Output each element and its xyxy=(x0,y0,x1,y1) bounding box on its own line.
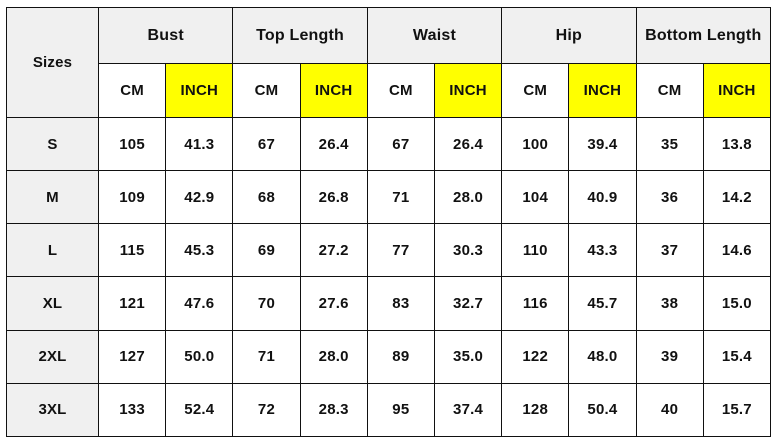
header-group-top-length: Top Length xyxy=(232,7,368,64)
cell-bust-cm: 133 xyxy=(97,382,167,438)
header-group-waist: Waist xyxy=(366,7,503,64)
header-unit-top-length-inch: INCH xyxy=(299,63,368,118)
cell-hip-cm: 110 xyxy=(501,223,570,278)
cell-waist-cm: 71 xyxy=(366,170,435,225)
cell-hip-cm: 100 xyxy=(501,116,570,172)
table-row: 3XL 133 52.4 72 28.3 95 37.4 128 50.4 40 15.7 xyxy=(6,382,772,438)
cell-top-length-inch: 27.2 xyxy=(299,223,368,278)
header-row-groups: Sizes Bust Top Length Waist Hip Bottom L… xyxy=(6,7,771,118)
cell-bust-cm: 109 xyxy=(97,170,167,225)
size-label-3xl: 3XL xyxy=(6,382,99,438)
cell-bottom-length-inch: 15.0 xyxy=(702,276,772,331)
header-unit-bottom-length-cm: CM xyxy=(635,63,704,118)
table-row: XL 121 47.6 70 27.6 83 32.7 116 45.7 38 15.0 xyxy=(6,276,772,331)
header-group-bust: Bust xyxy=(97,7,234,64)
header-sizes: Sizes xyxy=(6,7,99,118)
cell-bust-cm: 127 xyxy=(97,329,167,384)
size-label-l: L xyxy=(6,223,99,278)
cell-hip-cm: 122 xyxy=(501,329,570,384)
cell-hip-inch: 48.0 xyxy=(568,329,637,384)
cell-hip-cm: 104 xyxy=(501,170,570,225)
cell-bust-inch: 50.0 xyxy=(165,329,234,384)
cell-top-length-inch: 27.6 xyxy=(299,276,368,331)
cell-waist-inch: 30.3 xyxy=(433,223,503,278)
cell-waist-inch: 28.0 xyxy=(433,170,503,225)
header-unit-bust-cm: CM xyxy=(97,63,167,118)
header-unit-hip-cm: CM xyxy=(501,63,570,118)
header-unit-waist-cm: CM xyxy=(366,63,435,118)
cell-top-length-cm: 67 xyxy=(232,116,301,172)
cell-bottom-length-cm: 40 xyxy=(635,382,704,438)
cell-top-length-cm: 69 xyxy=(232,223,301,278)
table-row: L 115 45.3 69 27.2 77 30.3 110 43.3 37 14.6 xyxy=(6,223,772,278)
cell-hip-inch: 39.4 xyxy=(568,116,637,172)
cell-hip-inch: 50.4 xyxy=(568,382,637,438)
size-chart-container: Sizes Bust Top Length Waist Hip Bottom L… xyxy=(6,7,772,438)
table-body: S 105 41.3 67 26.4 67 26.4 100 39.4 35 13.8 M 109 42.… xyxy=(6,116,772,438)
header-unit-top-length-cm: CM xyxy=(232,63,301,118)
cell-bust-cm: 105 xyxy=(97,116,167,172)
cell-bust-inch: 41.3 xyxy=(165,116,234,172)
table-row: M 109 42.9 68 26.8 71 28.0 104 40.9 36 14.2 xyxy=(6,170,772,225)
cell-bust-inch: 42.9 xyxy=(165,170,234,225)
cell-bust-cm: 121 xyxy=(97,276,167,331)
cell-waist-inch: 26.4 xyxy=(433,116,503,172)
cell-bottom-length-inch: 15.4 xyxy=(702,329,772,384)
cell-hip-inch: 45.7 xyxy=(568,276,637,331)
size-label-2xl: 2XL xyxy=(6,329,99,384)
cell-hip-cm: 128 xyxy=(501,382,570,438)
cell-bust-inch: 45.3 xyxy=(165,223,234,278)
header-group-hip: Hip xyxy=(501,7,637,64)
cell-waist-cm: 83 xyxy=(366,276,435,331)
cell-waist-cm: 95 xyxy=(366,382,435,438)
size-chart-table: Sizes Bust Top Length Waist Hip Bottom L… xyxy=(6,7,772,438)
cell-waist-inch: 35.0 xyxy=(433,329,503,384)
cell-top-length-cm: 70 xyxy=(232,276,301,331)
size-label-m: M xyxy=(6,170,99,225)
size-label-s: S xyxy=(6,116,99,172)
cell-waist-cm: 89 xyxy=(366,329,435,384)
header-unit-waist-inch: INCH xyxy=(433,63,503,118)
header-unit-hip-inch: INCH xyxy=(568,63,637,118)
cell-waist-inch: 37.4 xyxy=(433,382,503,438)
cell-bottom-length-cm: 38 xyxy=(635,276,704,331)
header-group-bottom-length: Bottom Length xyxy=(635,7,771,64)
cell-bottom-length-inch: 14.6 xyxy=(702,223,772,278)
cell-hip-inch: 43.3 xyxy=(568,223,637,278)
cell-bottom-length-cm: 35 xyxy=(635,116,704,172)
table-header: Sizes Bust Top Length Waist Hip Bottom L… xyxy=(6,7,772,118)
table-row: 2XL 127 50.0 71 28.0 89 35.0 122 48.0 39 15.4 xyxy=(6,329,772,384)
header-unit-bust-inch: INCH xyxy=(165,63,234,118)
cell-top-length-inch: 26.8 xyxy=(299,170,368,225)
cell-bottom-length-cm: 39 xyxy=(635,329,704,384)
header-unit-bottom-length-inch: INCH xyxy=(702,63,772,118)
cell-hip-cm: 116 xyxy=(501,276,570,331)
cell-waist-inch: 32.7 xyxy=(433,276,503,331)
cell-waist-cm: 67 xyxy=(366,116,435,172)
cell-top-length-cm: 71 xyxy=(232,329,301,384)
cell-top-length-inch: 28.3 xyxy=(299,382,368,438)
table-row: S 105 41.3 67 26.4 67 26.4 100 39.4 35 13.8 xyxy=(6,116,772,172)
cell-bust-cm: 115 xyxy=(97,223,167,278)
cell-top-length-cm: 72 xyxy=(232,382,301,438)
cell-bottom-length-inch: 15.7 xyxy=(702,382,772,438)
cell-bust-inch: 52.4 xyxy=(165,382,234,438)
cell-top-length-inch: 26.4 xyxy=(299,116,368,172)
cell-top-length-inch: 28.0 xyxy=(299,329,368,384)
cell-bottom-length-inch: 13.8 xyxy=(702,116,772,172)
header-row-units: CM INCH CM INCH CM INCH CM INCH CM INCH xyxy=(7,63,772,118)
cell-bottom-length-inch: 14.2 xyxy=(702,170,772,225)
cell-waist-cm: 77 xyxy=(366,223,435,278)
cell-hip-inch: 40.9 xyxy=(568,170,637,225)
cell-top-length-cm: 68 xyxy=(232,170,301,225)
cell-bottom-length-cm: 37 xyxy=(635,223,704,278)
cell-bottom-length-cm: 36 xyxy=(635,170,704,225)
size-label-xl: XL xyxy=(6,276,99,331)
cell-bust-inch: 47.6 xyxy=(165,276,234,331)
